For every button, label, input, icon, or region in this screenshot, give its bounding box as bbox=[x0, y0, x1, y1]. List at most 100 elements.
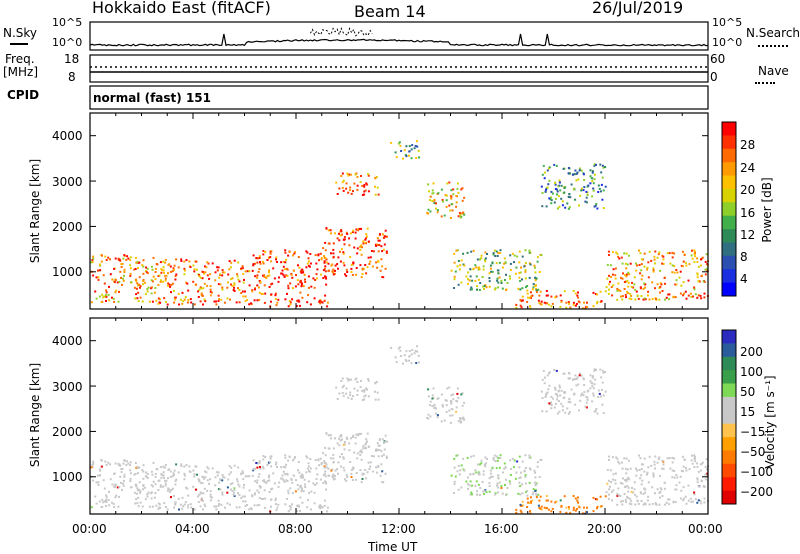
power-point bbox=[629, 292, 632, 295]
velocity-point bbox=[696, 501, 699, 504]
nave-dotted-line bbox=[755, 82, 775, 84]
power-point bbox=[643, 282, 646, 285]
power-point bbox=[592, 305, 595, 308]
velocity-point bbox=[651, 503, 654, 505]
velocity-point bbox=[111, 501, 113, 504]
velocity-point bbox=[108, 504, 111, 507]
velocity-point bbox=[97, 481, 100, 484]
power-point bbox=[358, 227, 361, 230]
velocity-point bbox=[519, 493, 522, 496]
velocity-point bbox=[334, 474, 336, 477]
power-point bbox=[376, 243, 378, 246]
velocity-point bbox=[706, 473, 709, 476]
velocity-point bbox=[517, 492, 520, 495]
power-point bbox=[699, 264, 702, 267]
velocity-point bbox=[275, 463, 277, 466]
power-point bbox=[242, 267, 244, 270]
power-point bbox=[217, 300, 220, 302]
velocity-point bbox=[129, 461, 132, 464]
velocity-point bbox=[492, 457, 495, 460]
velocity-point bbox=[521, 460, 524, 463]
power-point bbox=[365, 237, 367, 240]
velocity-point bbox=[597, 389, 600, 392]
velocity-point bbox=[565, 511, 568, 514]
velocity-point bbox=[332, 478, 335, 481]
velocity-point bbox=[164, 482, 167, 485]
power-point bbox=[215, 300, 217, 303]
velocity-point bbox=[534, 476, 537, 479]
velocity-point bbox=[167, 468, 170, 471]
power-point bbox=[105, 296, 108, 298]
power-point bbox=[377, 193, 380, 196]
power-point bbox=[264, 251, 267, 253]
velocity-point bbox=[383, 448, 386, 451]
velocity-point bbox=[567, 506, 570, 508]
velocity-point bbox=[354, 442, 357, 445]
velocity-point bbox=[355, 433, 358, 436]
power-point bbox=[499, 249, 502, 252]
velocity-point bbox=[579, 399, 582, 402]
power-point bbox=[556, 190, 559, 193]
power-point bbox=[429, 210, 432, 213]
power-point bbox=[352, 229, 355, 232]
velocity-point bbox=[537, 504, 540, 507]
date-label: 26/Jul/2019 bbox=[592, 0, 684, 17]
velocity-point bbox=[597, 396, 600, 398]
power-point bbox=[506, 282, 509, 284]
velocity-point bbox=[348, 442, 351, 445]
power-point bbox=[356, 252, 359, 255]
velocity-point bbox=[192, 469, 195, 472]
velocity-point bbox=[654, 492, 656, 495]
velocity-point bbox=[208, 482, 211, 485]
velocity-point bbox=[528, 481, 531, 484]
power-point bbox=[242, 295, 245, 298]
power-point bbox=[675, 283, 678, 286]
velocity-point bbox=[171, 487, 174, 490]
power-point bbox=[381, 233, 384, 236]
velocity-point bbox=[270, 465, 273, 468]
velocity-point bbox=[355, 472, 358, 474]
velocity-point bbox=[460, 486, 463, 489]
power-point bbox=[344, 273, 346, 276]
velocity-point bbox=[450, 402, 453, 405]
power-point bbox=[298, 300, 301, 303]
power-point bbox=[327, 262, 330, 265]
velocity-colorbar bbox=[721, 329, 737, 505]
velocity-point bbox=[568, 507, 571, 510]
velocity-point bbox=[341, 438, 343, 441]
power-point bbox=[354, 237, 357, 240]
velocity-point bbox=[700, 463, 702, 466]
power-point bbox=[428, 190, 430, 193]
velocity-point bbox=[621, 503, 624, 506]
power-point bbox=[658, 287, 661, 289]
power-point bbox=[340, 175, 343, 177]
velocity-point bbox=[367, 395, 370, 398]
velocity-point bbox=[617, 494, 620, 496]
velocity-point bbox=[410, 362, 413, 365]
power-point bbox=[402, 157, 404, 160]
power-point bbox=[602, 189, 605, 192]
power-point bbox=[495, 250, 498, 253]
power-point bbox=[454, 270, 457, 273]
power-point bbox=[195, 260, 198, 263]
power-point bbox=[254, 287, 256, 290]
velocity-point bbox=[209, 490, 212, 493]
velocity-point bbox=[302, 476, 305, 479]
velocity-point bbox=[101, 498, 104, 501]
velocity-point bbox=[578, 409, 580, 412]
velocity-point bbox=[146, 495, 149, 498]
power-point bbox=[405, 145, 408, 148]
velocity-point bbox=[640, 474, 643, 477]
power-point bbox=[690, 254, 693, 257]
velocity-point bbox=[554, 393, 557, 395]
velocity-point bbox=[254, 492, 256, 495]
power-point bbox=[544, 190, 547, 193]
velocity-point bbox=[240, 472, 243, 475]
power-point bbox=[296, 279, 299, 282]
power-point bbox=[592, 189, 595, 192]
power-point bbox=[582, 307, 584, 310]
power-point bbox=[366, 227, 369, 230]
velocity-point bbox=[221, 491, 224, 494]
power-point bbox=[347, 191, 350, 194]
power-point bbox=[165, 301, 167, 303]
